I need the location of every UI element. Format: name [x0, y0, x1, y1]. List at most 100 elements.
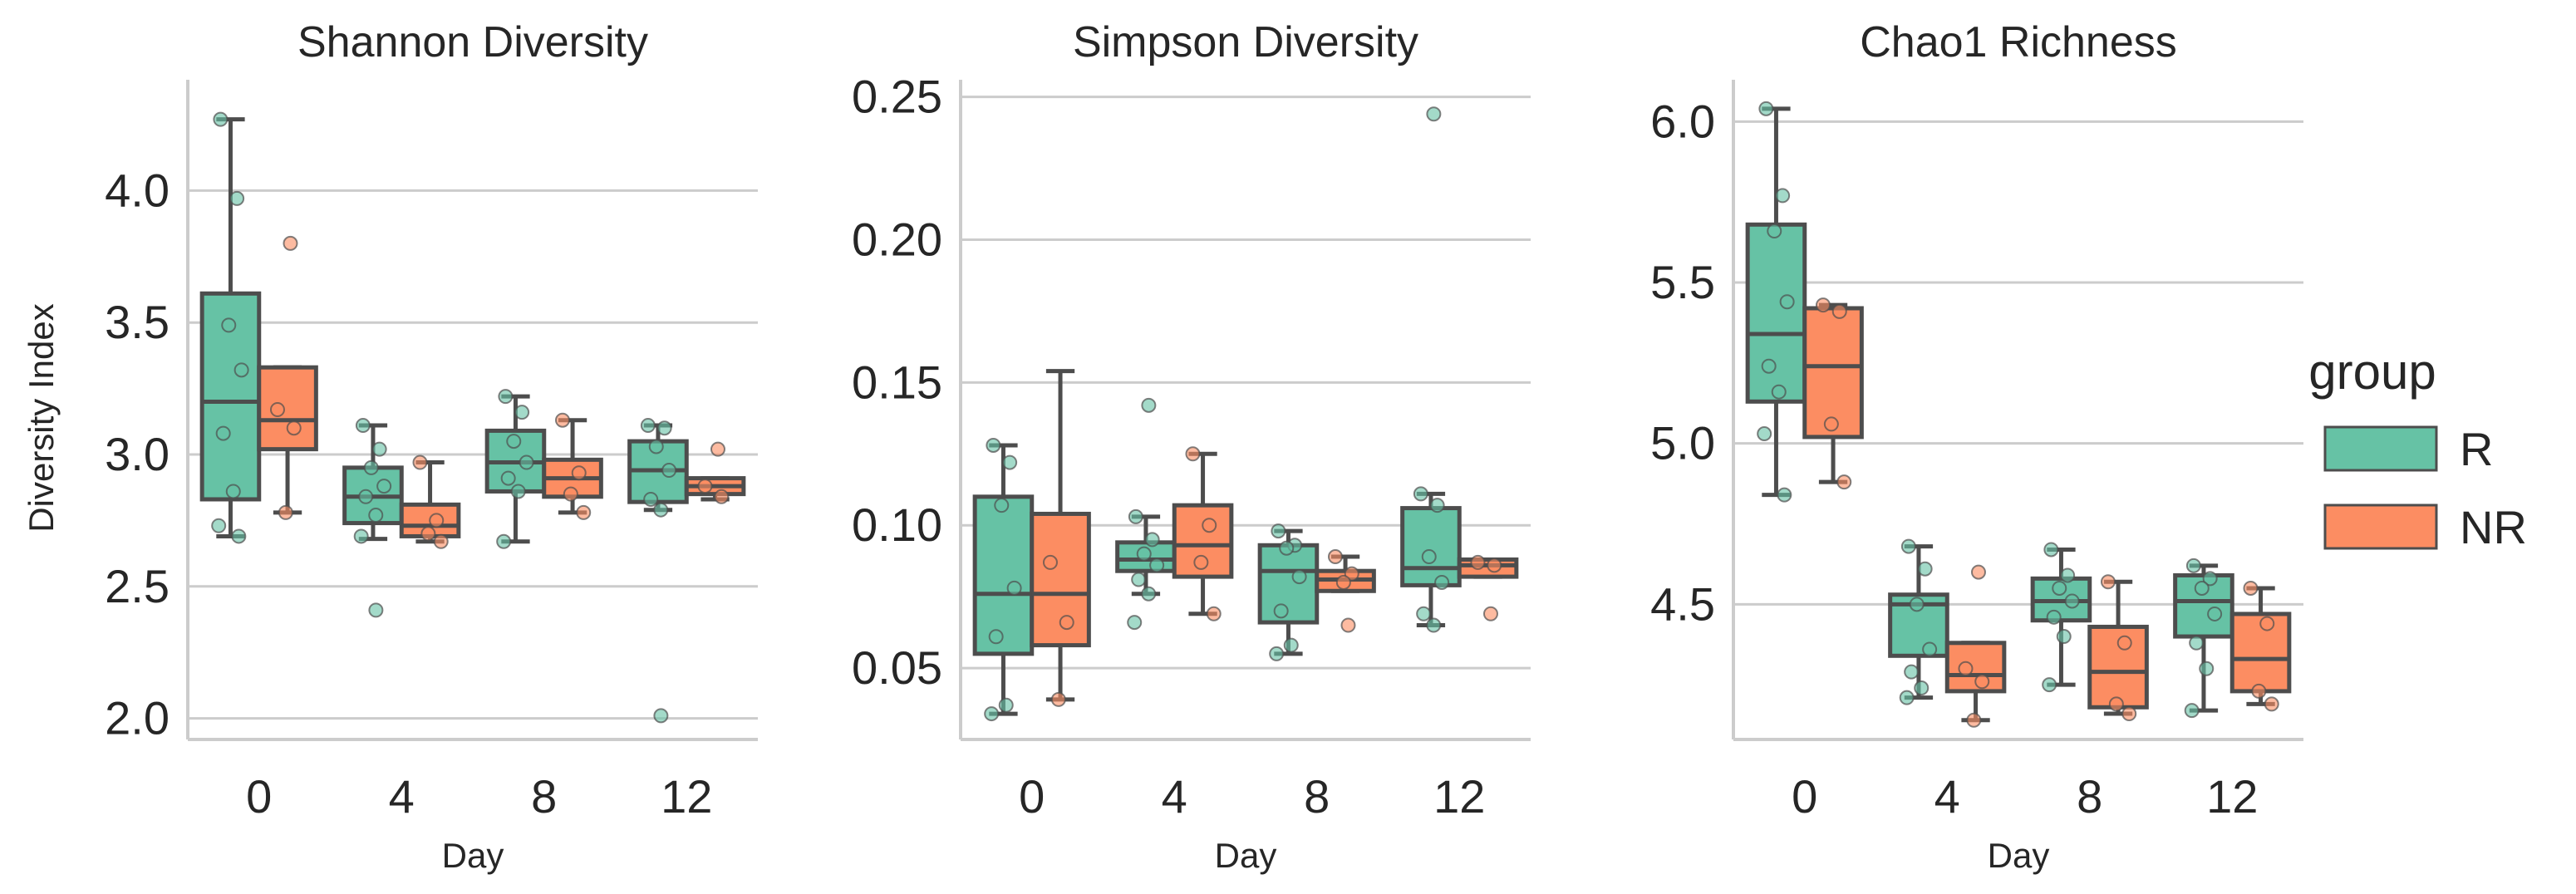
data-point — [278, 504, 293, 520]
data-point — [1149, 558, 1165, 573]
y-tick-label: 6.0 — [1650, 95, 1715, 147]
outlier-point — [283, 235, 298, 251]
data-point — [1269, 646, 1285, 661]
data-point — [697, 479, 713, 494]
data-point — [1434, 574, 1450, 590]
x-tick-label: 12 — [2206, 770, 2258, 823]
data-point — [994, 498, 1010, 513]
data-point — [371, 441, 387, 457]
box-nr-day-12 — [2229, 580, 2292, 712]
x-tick-label: 12 — [661, 770, 712, 823]
data-point — [433, 533, 449, 549]
data-point — [2060, 567, 2076, 583]
data-point — [1273, 603, 1289, 619]
box-iqr — [2087, 624, 2149, 710]
box-r-day-12 — [627, 418, 689, 724]
data-point — [1193, 554, 1209, 570]
box-nr-day-4 — [1944, 564, 2007, 728]
data-point — [1128, 508, 1143, 524]
box-nr-day-4 — [1172, 446, 1234, 621]
x-tick-label: 0 — [1792, 770, 1817, 823]
data-point — [1958, 661, 1974, 676]
box-r-day-4 — [1888, 538, 1949, 705]
data-point — [363, 459, 379, 475]
outlier-point — [710, 441, 725, 457]
data-point — [420, 526, 436, 542]
box-iqr — [972, 494, 1035, 656]
data-point — [1914, 680, 1930, 696]
data-point — [2052, 580, 2067, 596]
data-point — [2046, 609, 2062, 625]
data-point — [1185, 446, 1201, 462]
data-point — [1144, 532, 1160, 548]
legend-swatch-nr — [2323, 503, 2438, 550]
data-point — [571, 465, 587, 481]
data-point — [1761, 358, 1777, 374]
data-point — [231, 528, 247, 544]
data-point — [1909, 597, 1925, 612]
data-point — [1206, 606, 1222, 621]
data-point — [2243, 580, 2259, 596]
data-point — [2184, 703, 2200, 719]
data-point — [1291, 569, 1307, 585]
data-point — [2108, 696, 2124, 712]
y-tick-label: 0.10 — [852, 499, 942, 551]
data-point — [519, 454, 534, 470]
box-nr-day-8 — [2087, 574, 2149, 722]
y-tick-label: 3.0 — [105, 428, 170, 480]
box-iqr — [1802, 306, 1864, 440]
data-point — [2189, 635, 2205, 651]
data-point — [1823, 416, 1839, 432]
data-point — [1042, 554, 1058, 570]
data-point — [498, 389, 514, 405]
y-tick-label: 5.0 — [1650, 417, 1715, 469]
data-point — [986, 437, 1001, 453]
outlier-point — [653, 708, 669, 724]
data-point — [984, 706, 1000, 722]
x-axis-label: Day — [1988, 836, 2050, 875]
y-tick-label: 2.5 — [105, 560, 170, 612]
data-point — [1899, 690, 1915, 705]
legend-label-r: R — [2460, 423, 2493, 475]
box-nr-day-0 — [1802, 297, 1864, 490]
x-tick-label: 4 — [1934, 770, 1960, 823]
x-axis-label: Day — [442, 836, 504, 875]
data-point — [988, 629, 1004, 645]
box-r-day-8 — [2030, 542, 2092, 693]
legend-swatch-r — [2323, 425, 2438, 472]
data-point — [1917, 561, 1933, 577]
box-nr-day-12 — [684, 441, 746, 504]
box-r-day-8 — [484, 389, 547, 549]
data-point — [1831, 303, 1847, 319]
data-point — [1777, 487, 1792, 503]
outlier-point — [368, 602, 384, 618]
y-axis-label: Diversity Index — [22, 303, 61, 532]
data-point — [213, 111, 229, 127]
x-tick-label: 8 — [1304, 770, 1330, 823]
data-point — [221, 317, 237, 333]
data-point — [506, 434, 522, 449]
box-nr-day-8 — [1315, 549, 1376, 633]
y-tick-label: 0.20 — [852, 213, 942, 265]
outlier-point — [1141, 397, 1157, 413]
data-point — [1470, 554, 1486, 570]
data-point — [2043, 542, 2059, 558]
data-point — [1131, 572, 1147, 587]
panel-shannon-diversity: 2.0 2.5 3.0 3.5 4.0 0 4 8 12 Shannon Diversity Day… — [22, 18, 758, 875]
data-point — [2064, 593, 2080, 609]
legend-title: group — [2308, 344, 2436, 400]
panel-title: Shannon Diversity — [297, 18, 648, 66]
data-point — [412, 454, 428, 470]
data-point — [2264, 696, 2279, 712]
data-point — [640, 418, 656, 434]
outlier-point — [1340, 617, 1356, 633]
data-point — [661, 463, 677, 479]
data-point — [1136, 546, 1152, 562]
panel-simpson-diversity: 0.05 0.10 0.15 0.20 0.25 0 4 8 12 Simpson Diversi… — [852, 18, 1531, 875]
x-tick-label: 4 — [389, 770, 415, 823]
panel-title: Simpson Diversity — [1073, 18, 1418, 66]
data-point — [225, 484, 241, 499]
data-point — [998, 697, 1014, 713]
data-point — [1202, 518, 1217, 533]
data-point — [2121, 706, 2137, 722]
